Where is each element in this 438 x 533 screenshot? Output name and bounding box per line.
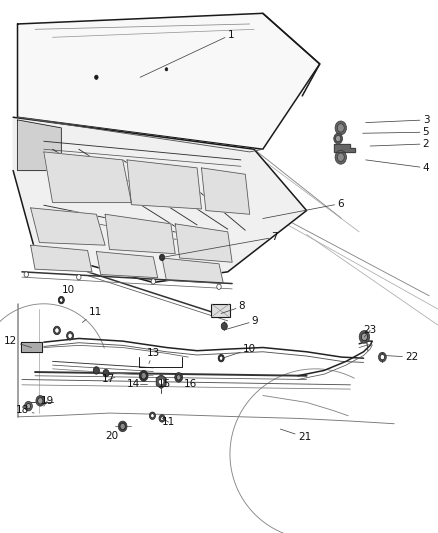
Circle shape bbox=[359, 330, 370, 343]
Circle shape bbox=[95, 75, 98, 79]
Circle shape bbox=[25, 401, 32, 411]
Circle shape bbox=[38, 398, 43, 404]
Circle shape bbox=[335, 150, 346, 164]
Text: 1: 1 bbox=[140, 30, 234, 77]
Text: 11: 11 bbox=[160, 417, 175, 427]
Text: 4: 4 bbox=[366, 160, 429, 173]
Text: 19: 19 bbox=[41, 396, 54, 406]
Circle shape bbox=[160, 416, 164, 421]
Polygon shape bbox=[156, 375, 166, 389]
Text: 15: 15 bbox=[158, 376, 171, 389]
Circle shape bbox=[141, 373, 146, 379]
Circle shape bbox=[218, 354, 224, 362]
Circle shape bbox=[67, 332, 74, 340]
Polygon shape bbox=[105, 214, 175, 254]
Text: 17: 17 bbox=[102, 375, 115, 384]
Text: 21: 21 bbox=[280, 429, 311, 442]
Polygon shape bbox=[44, 152, 131, 203]
Text: 6: 6 bbox=[263, 199, 344, 219]
Text: 2: 2 bbox=[370, 139, 429, 149]
Circle shape bbox=[175, 373, 183, 382]
Text: 10: 10 bbox=[223, 344, 256, 358]
Text: 16: 16 bbox=[180, 376, 197, 389]
Circle shape bbox=[151, 414, 154, 418]
Circle shape bbox=[149, 412, 155, 419]
Circle shape bbox=[60, 298, 63, 302]
Text: 11: 11 bbox=[82, 307, 102, 322]
Circle shape bbox=[151, 279, 155, 284]
Circle shape bbox=[159, 415, 165, 422]
Circle shape bbox=[93, 367, 99, 374]
Text: 14: 14 bbox=[127, 376, 142, 389]
Circle shape bbox=[24, 272, 28, 277]
Text: 18: 18 bbox=[16, 406, 34, 415]
Text: 10: 10 bbox=[61, 286, 74, 300]
Circle shape bbox=[139, 370, 148, 381]
FancyBboxPatch shape bbox=[211, 304, 230, 317]
Text: 22: 22 bbox=[385, 352, 418, 362]
Circle shape bbox=[159, 378, 164, 385]
Circle shape bbox=[361, 333, 367, 341]
Circle shape bbox=[159, 254, 165, 261]
Circle shape bbox=[118, 421, 127, 432]
Polygon shape bbox=[201, 168, 250, 214]
Circle shape bbox=[334, 133, 343, 144]
Circle shape bbox=[380, 354, 385, 360]
Polygon shape bbox=[18, 13, 320, 149]
Circle shape bbox=[177, 375, 181, 380]
Polygon shape bbox=[162, 258, 223, 284]
Text: 7: 7 bbox=[162, 232, 278, 257]
Polygon shape bbox=[18, 120, 61, 171]
Polygon shape bbox=[13, 117, 307, 282]
Circle shape bbox=[217, 284, 221, 289]
Text: 8: 8 bbox=[221, 302, 245, 313]
Polygon shape bbox=[334, 144, 355, 152]
Polygon shape bbox=[21, 342, 42, 352]
Polygon shape bbox=[31, 208, 105, 245]
Circle shape bbox=[36, 395, 45, 406]
Polygon shape bbox=[96, 252, 158, 278]
Circle shape bbox=[68, 333, 72, 338]
Polygon shape bbox=[127, 160, 201, 209]
Circle shape bbox=[77, 274, 81, 280]
Text: 12: 12 bbox=[4, 336, 32, 348]
Circle shape bbox=[221, 322, 227, 330]
Circle shape bbox=[58, 296, 64, 304]
Circle shape bbox=[55, 328, 59, 333]
Circle shape bbox=[219, 356, 223, 360]
Polygon shape bbox=[31, 245, 92, 272]
Circle shape bbox=[26, 403, 31, 409]
Text: 20: 20 bbox=[105, 430, 122, 441]
Circle shape bbox=[337, 153, 344, 161]
Text: 23: 23 bbox=[364, 326, 377, 337]
Polygon shape bbox=[175, 224, 232, 262]
Circle shape bbox=[120, 423, 125, 430]
Text: 3: 3 bbox=[366, 115, 429, 125]
Circle shape bbox=[335, 121, 346, 135]
Circle shape bbox=[53, 326, 60, 335]
Text: 13: 13 bbox=[147, 348, 160, 364]
Circle shape bbox=[337, 124, 344, 132]
Text: 5: 5 bbox=[363, 127, 429, 137]
Circle shape bbox=[378, 352, 386, 362]
Text: 9: 9 bbox=[224, 316, 258, 330]
Circle shape bbox=[336, 135, 341, 142]
Circle shape bbox=[103, 369, 109, 377]
Circle shape bbox=[165, 68, 168, 71]
